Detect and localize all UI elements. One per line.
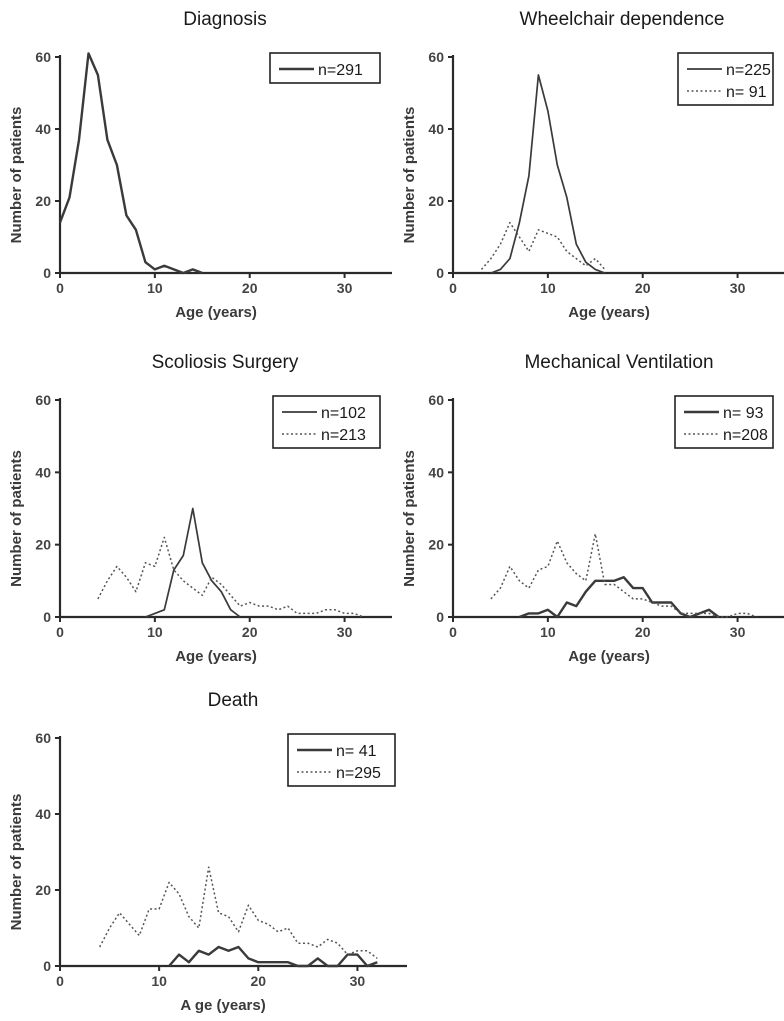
x-axis-label: A ge (years) xyxy=(180,997,265,1014)
y-tick-label: 60 xyxy=(428,392,444,408)
legend-box xyxy=(674,395,774,449)
x-tick-label: 0 xyxy=(449,280,457,296)
y-tick-label: 20 xyxy=(35,882,51,898)
y-axis-label: Number of patients xyxy=(8,107,25,244)
x-tick-label: 10 xyxy=(151,973,167,989)
chart-panel-1: Diagnosis 0 20 40 60 0 10 20 30 Age (years) Number… xyxy=(8,9,392,321)
x-tick-label: 30 xyxy=(337,280,353,296)
legend-label-2: n= 91 xyxy=(726,84,767,101)
series-line-2 xyxy=(97,536,364,618)
legend: n=102 n=213 xyxy=(272,395,381,449)
y-tick-label: 60 xyxy=(35,392,51,408)
legend-box xyxy=(677,52,774,106)
x-tick-label: 0 xyxy=(56,280,64,296)
y-tick-label: 0 xyxy=(436,609,444,625)
x-axis-label: Age (years) xyxy=(568,648,650,665)
series-line-2 xyxy=(480,221,606,270)
series-line-1 xyxy=(58,52,203,275)
chart-panel-2: Wheelchair dependence 0 20 40 60 0 10 20 30 Age (… xyxy=(401,9,784,321)
y-tick-label: 40 xyxy=(35,806,51,822)
panel-title: Death xyxy=(208,690,259,711)
x-tick-label: 0 xyxy=(449,624,457,640)
y-tick-label: 20 xyxy=(428,193,444,209)
y-axis-label: Number of patients xyxy=(8,794,25,931)
series-line-1 xyxy=(490,74,606,274)
legend: n= 93 n=208 xyxy=(674,395,774,449)
x-tick-label: 10 xyxy=(147,280,163,296)
y-tick-label: 40 xyxy=(35,121,51,137)
x-tick-label: 30 xyxy=(350,973,366,989)
y-tick-label: 60 xyxy=(428,49,444,65)
x-tick-label: 20 xyxy=(635,280,651,296)
legend: n=291 xyxy=(269,52,381,84)
x-axis-label: Age (years) xyxy=(568,304,650,321)
chart-panel-5: Death 0 20 40 60 0 10 20 30 A ge (years) Number of… xyxy=(8,690,407,1014)
series-line-2 xyxy=(99,866,378,959)
legend: n=225 n= 91 xyxy=(677,52,774,106)
legend-box xyxy=(269,52,381,84)
chart-panel-4: Mechanical Ventilation 0 20 40 60 0 10 20 30 Age … xyxy=(401,352,784,665)
x-tick-label: 10 xyxy=(147,624,163,640)
y-tick-label: 0 xyxy=(43,265,51,281)
legend-box xyxy=(287,733,396,787)
panel-title: Wheelchair dependence xyxy=(520,9,725,30)
x-tick-label: 20 xyxy=(242,624,258,640)
legend: n= 41 n=295 xyxy=(287,733,396,787)
x-tick-label: 20 xyxy=(250,973,266,989)
x-tick-label: 10 xyxy=(540,624,556,640)
panel-title: Diagnosis xyxy=(183,9,266,30)
legend-box xyxy=(272,395,381,449)
x-tick-label: 20 xyxy=(242,280,258,296)
x-tick-label: 20 xyxy=(635,624,651,640)
series-line-2 xyxy=(490,533,757,618)
x-tick-label: 30 xyxy=(730,280,746,296)
y-tick-label: 0 xyxy=(43,958,51,974)
y-tick-label: 40 xyxy=(428,464,444,480)
x-tick-label: 10 xyxy=(540,280,556,296)
x-axis-label: Age (years) xyxy=(175,304,257,321)
x-tick-label: 30 xyxy=(337,624,353,640)
legend-label-2: n=213 xyxy=(321,427,366,444)
panel-title: Mechanical Ventilation xyxy=(524,352,713,373)
y-tick-label: 40 xyxy=(35,464,51,480)
chart-panel-3: Scoliosis Surgery 0 20 40 60 0 10 20 30 Age (year… xyxy=(8,352,392,665)
legend-label-1: n=102 xyxy=(321,405,366,422)
y-axis-label: Number of patients xyxy=(401,450,418,587)
y-tick-label: 0 xyxy=(43,609,51,625)
y-tick-label: 40 xyxy=(428,121,444,137)
y-tick-label: 20 xyxy=(35,537,51,553)
x-tick-label: 30 xyxy=(730,624,746,640)
legend-label-1: n=225 xyxy=(726,62,771,79)
y-tick-label: 0 xyxy=(436,265,444,281)
x-axis-label: Age (years) xyxy=(175,648,257,665)
y-tick-label: 60 xyxy=(35,730,51,746)
legend-label-2: n=295 xyxy=(336,765,381,782)
x-tick-label: 0 xyxy=(56,973,64,989)
y-tick-label: 60 xyxy=(35,49,51,65)
legend-label-1: n=291 xyxy=(318,62,363,79)
y-axis-label: Number of patients xyxy=(401,107,418,244)
series-line-1 xyxy=(168,945,378,968)
series-line-1 xyxy=(145,507,241,618)
panel-title: Scoliosis Surgery xyxy=(152,352,299,373)
y-axis-label: Number of patients xyxy=(8,450,25,587)
legend-label-1: n= 41 xyxy=(336,743,377,760)
y-tick-label: 20 xyxy=(35,193,51,209)
legend-label-2: n=208 xyxy=(723,427,768,444)
legend-label-1: n= 93 xyxy=(723,405,764,422)
series-line-1 xyxy=(518,576,720,619)
x-tick-label: 0 xyxy=(56,624,64,640)
y-tick-label: 20 xyxy=(428,537,444,553)
